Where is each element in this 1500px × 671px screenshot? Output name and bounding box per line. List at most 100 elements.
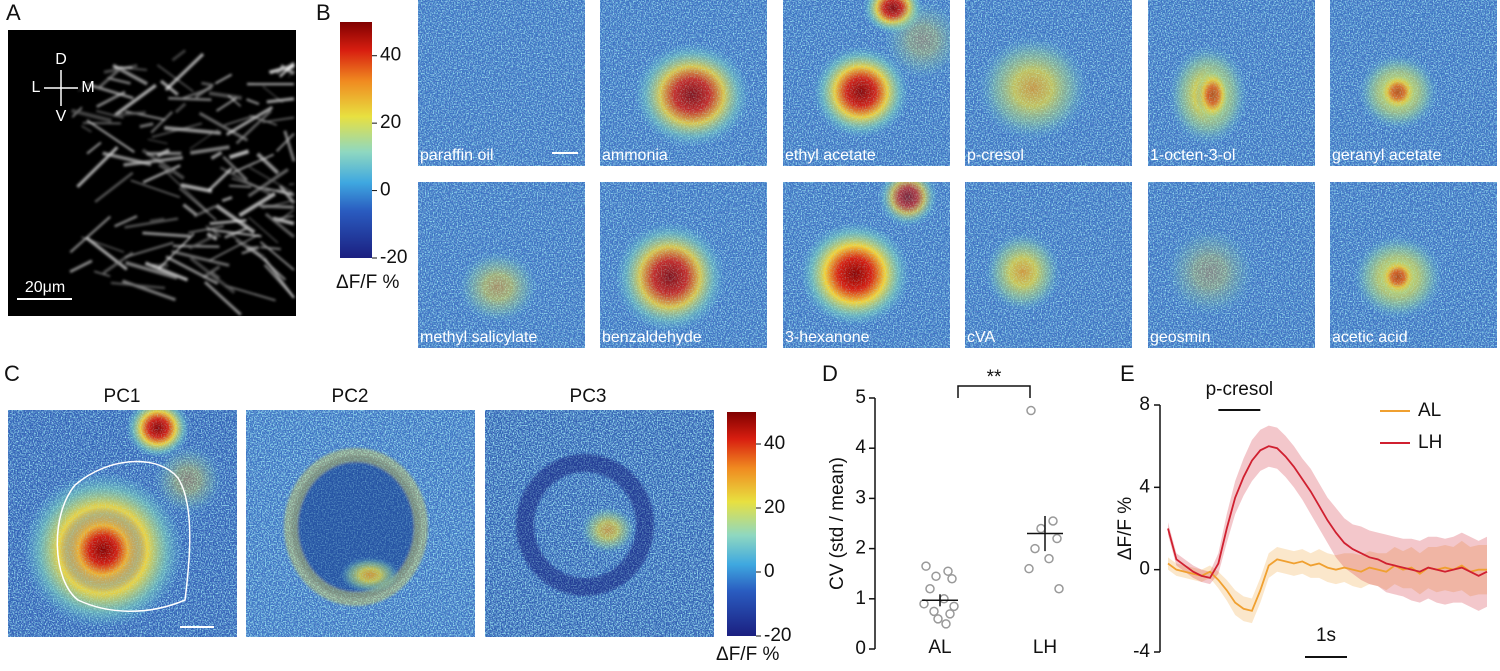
- heatmap-noise-top: [965, 182, 1132, 348]
- data-point: [948, 575, 956, 583]
- heatmap: [600, 182, 767, 348]
- heatmap-noise-top: [600, 182, 767, 348]
- panel-label: D: [822, 361, 838, 386]
- odor-label: ethyl acetate: [785, 147, 876, 164]
- data-point: [1055, 585, 1063, 593]
- data-point: [930, 607, 938, 615]
- y-tick-label: 0: [1139, 559, 1150, 580]
- colorbar-tick-label: 40: [380, 45, 401, 66]
- heatmap-noise-top: [783, 182, 950, 348]
- heatmap: [1330, 0, 1497, 166]
- pc-title: PC1: [104, 386, 141, 407]
- scale-bar-label: 20μm: [25, 279, 65, 296]
- data-point: [1031, 545, 1039, 553]
- heatmap: [600, 0, 767, 166]
- heatmap: [965, 182, 1132, 348]
- odor-label: 1-octen-3-ol: [1150, 147, 1235, 164]
- heatmap-noise-top: [1330, 0, 1497, 166]
- colorbar-tick-label: -20: [380, 247, 407, 268]
- data-point: [1025, 565, 1033, 573]
- data-point: [934, 615, 942, 623]
- heatmap-noise-top: [1148, 182, 1315, 348]
- x-tick-label: LH: [1033, 637, 1057, 658]
- data-point: [926, 585, 934, 593]
- direction-label: L: [32, 79, 41, 96]
- y-tick-label: 0: [855, 638, 866, 659]
- panel-label: B: [316, 0, 331, 25]
- heatmap: [783, 167, 950, 348]
- data-point: [944, 567, 952, 575]
- legend-label: LH: [1418, 432, 1442, 453]
- data-point: [1045, 555, 1053, 563]
- odor-label: methyl salicylate: [420, 329, 537, 346]
- heatmap: [418, 182, 585, 348]
- panel-label: C: [4, 361, 20, 386]
- odor-label: p-cresol: [967, 147, 1024, 164]
- panel-label: A: [6, 0, 21, 25]
- heatmap: [8, 398, 237, 637]
- colorbar-title: ΔF/F %: [336, 272, 399, 293]
- heatmap: [1330, 182, 1497, 348]
- y-tick-label: 3: [855, 487, 866, 508]
- image-background: [8, 30, 296, 316]
- y-tick-label: 8: [1139, 394, 1150, 415]
- y-tick-label: 1: [855, 588, 866, 609]
- colorbar-tick-label: 20: [764, 497, 785, 518]
- y-tick-label: 4: [1139, 476, 1150, 497]
- heatmap-noise-top: [8, 410, 237, 637]
- odor-label: cVA: [967, 329, 995, 346]
- colorbar-tick-label: 0: [764, 561, 775, 582]
- data-point: [950, 602, 958, 610]
- panel-label: E: [1120, 361, 1135, 386]
- y-tick-label: -4: [1133, 641, 1150, 662]
- y-tick-label: 4: [855, 437, 866, 458]
- pc-title: PC3: [570, 386, 607, 407]
- fiber: [168, 98, 211, 99]
- data-point: [1037, 525, 1045, 533]
- colorbar-title: ΔF/F %: [716, 644, 779, 665]
- x-tick-label: AL: [928, 637, 951, 658]
- colorbar: [727, 412, 756, 636]
- significance-label: **: [987, 367, 1002, 388]
- heatmap: [418, 0, 585, 166]
- direction-label: V: [56, 108, 67, 125]
- fiber: [83, 123, 121, 124]
- y-axis-label: ΔF/F %: [1115, 497, 1136, 560]
- fiber: [289, 184, 294, 185]
- heatmap-noise-top: [1148, 0, 1315, 166]
- direction-label: D: [55, 51, 67, 68]
- time-scale-label: 1s: [1316, 625, 1336, 646]
- pc-title: PC2: [332, 386, 369, 407]
- data-point: [1049, 517, 1057, 525]
- colorbar-tick-label: -20: [764, 625, 791, 646]
- data-point: [940, 595, 948, 603]
- heatmap-noise-top: [485, 410, 714, 637]
- odor-label: geranyl acetate: [1332, 147, 1442, 164]
- direction-label: M: [81, 79, 94, 96]
- y-axis-label: CV (std / mean): [827, 457, 848, 590]
- odor-label: benzaldehyde: [602, 329, 702, 346]
- odor-label: paraffin oil: [420, 147, 494, 164]
- data-point: [932, 572, 940, 580]
- data-point: [1027, 407, 1035, 415]
- heatmap-noise-top: [965, 0, 1132, 166]
- heatmap-noise-top: [1330, 182, 1497, 348]
- legend-label: AL: [1418, 400, 1441, 421]
- heatmap-noise-top: [600, 0, 767, 166]
- heatmap-noise-top: [246, 410, 475, 637]
- heatmap-noise-top: [418, 0, 585, 166]
- fiber: [246, 248, 259, 249]
- colorbar: [340, 22, 372, 258]
- heatmap-noise-top: [418, 182, 585, 348]
- colorbar-tick-label: 0: [380, 180, 391, 201]
- y-tick-label: 5: [855, 387, 866, 408]
- odor-label: ammonia: [602, 147, 668, 164]
- y-tick-label: 2: [855, 538, 866, 559]
- colorbar-tick-label: 20: [380, 112, 401, 133]
- heatmap: [1148, 182, 1315, 348]
- data-point: [942, 620, 950, 628]
- heatmap: [965, 0, 1132, 166]
- odor-label: acetic acid: [1332, 329, 1408, 346]
